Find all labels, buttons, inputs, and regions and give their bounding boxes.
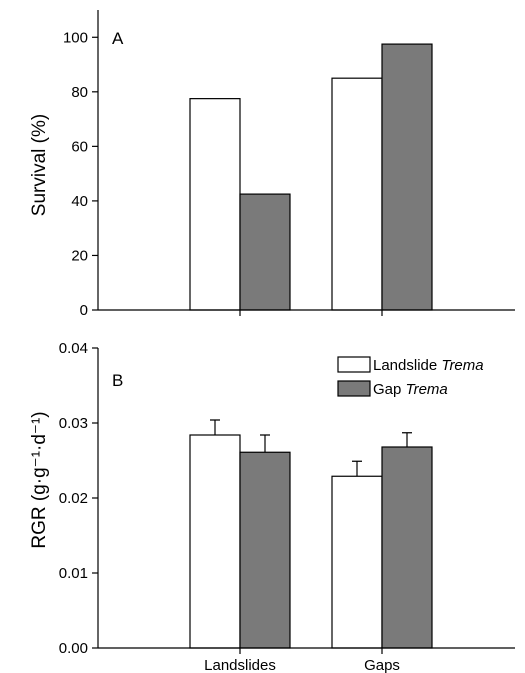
error-bar-b-series-1-gaps <box>352 460 362 477</box>
legend-swatch-landslide-trema <box>337 356 371 373</box>
panel-a-y-axis-title: Survival (%) <box>29 114 50 216</box>
bar-b-series-1-gaps <box>331 475 383 649</box>
b-y-tick-label: 0.02 <box>59 490 88 507</box>
a-y-tick-label: 100 <box>63 29 88 46</box>
bar-a-series-1-gaps <box>331 77 383 311</box>
panel-b-y-axis-title: RGR (g·g⁻¹·d⁻¹) <box>29 411 50 548</box>
a-y-tick-label: 60 <box>71 138 88 155</box>
bar-a-series-2-gaps <box>381 43 433 311</box>
panel-b-y-ticks: 0.00 0.01 0.02 0.03 0.04 <box>59 340 98 657</box>
panel-b-letter: B <box>112 371 123 390</box>
b-y-tick-label: 0.03 <box>59 415 88 432</box>
panel-b-rgr-chart: B RGR (g·g⁻¹·d⁻¹) 0.00 0.01 0.02 0.03 0.04 L… <box>29 340 515 673</box>
bar-a-series-1-landslides <box>189 98 241 311</box>
category-label-landslides: Landslides <box>204 657 276 673</box>
panel-a-axes <box>97 10 515 316</box>
legend-label-gap-trema: Gap Trema <box>373 381 448 398</box>
panel-a-y-ticks: 0 20 40 60 80 100 <box>63 29 98 319</box>
bar-a-series-2-landslides <box>239 193 291 311</box>
legend-label-landslide-trema: Landslide Trema <box>373 357 484 374</box>
panel-a-bars <box>189 43 433 311</box>
a-y-tick-label: 80 <box>71 84 88 101</box>
legend-swatch-gap-trema <box>337 380 371 397</box>
category-label-gaps: Gaps <box>364 657 400 673</box>
panel-a-letter: A <box>112 29 124 48</box>
panel-a-survival-chart: A Survival (%) 0 20 40 60 80 100 <box>29 10 515 319</box>
panel-b-bars <box>189 419 433 649</box>
b-y-tick-label: 0.04 <box>59 340 88 357</box>
error-bar-b-series-1-landslides <box>210 419 220 435</box>
a-y-tick-label: 20 <box>71 247 88 264</box>
b-y-tick-label: 0.00 <box>59 640 88 657</box>
bar-b-series-1-landslides <box>189 434 241 649</box>
a-y-tick-label: 0 <box>80 302 88 319</box>
error-bar-b-series-2-landslides <box>260 434 270 453</box>
b-y-tick-label: 0.01 <box>59 565 88 582</box>
panel-b-axes <box>97 348 515 654</box>
bar-b-series-2-landslides <box>239 451 291 649</box>
bar-b-series-2-gaps <box>381 446 433 649</box>
legend: Landslide Trema Gap Trema <box>337 356 484 398</box>
panel-b-category-labels: Landslides Gaps <box>204 657 400 673</box>
a-y-tick-label: 40 <box>71 193 88 210</box>
error-bar-b-series-2-gaps <box>402 432 412 447</box>
